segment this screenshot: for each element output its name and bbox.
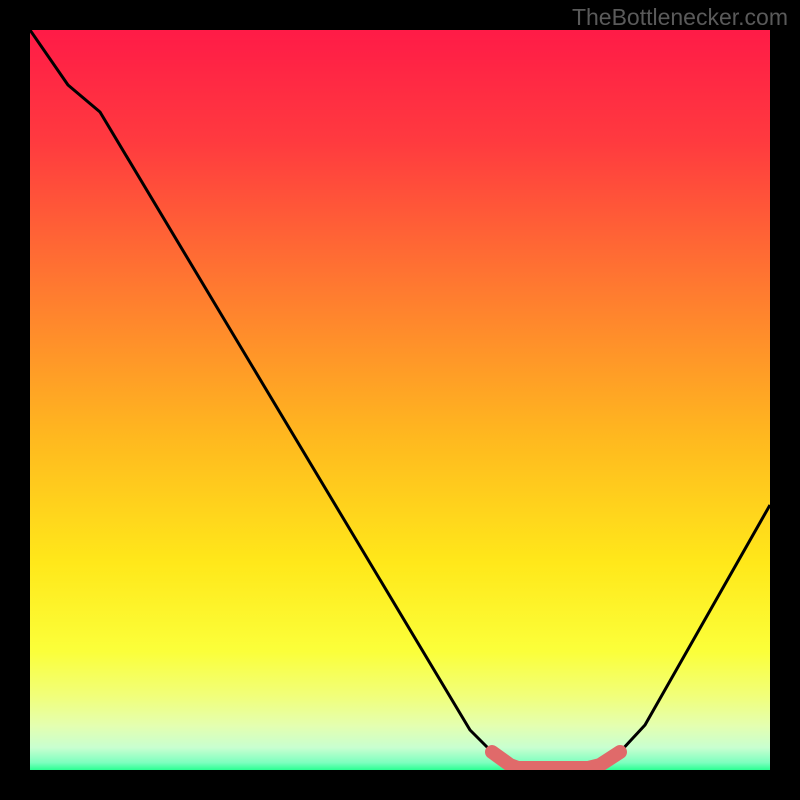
plot-area [30, 30, 770, 770]
watermark-text: TheBottlenecker.com [572, 4, 788, 31]
gradient-chart-svg [30, 30, 770, 770]
gradient-background [30, 30, 770, 770]
